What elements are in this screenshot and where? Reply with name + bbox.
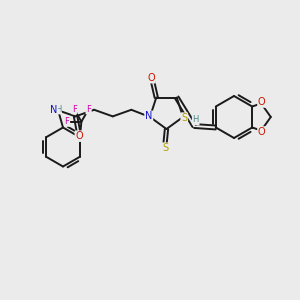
Text: S: S: [162, 143, 168, 153]
Text: F: F: [86, 105, 91, 114]
Text: H: H: [193, 116, 199, 124]
Text: O: O: [147, 73, 155, 83]
Text: F: F: [72, 105, 76, 114]
Text: N: N: [145, 111, 152, 122]
Text: N: N: [50, 105, 57, 115]
Text: O: O: [258, 97, 266, 107]
Text: S: S: [181, 113, 187, 123]
Text: H: H: [55, 105, 61, 114]
Text: O: O: [258, 127, 266, 137]
Text: F: F: [64, 117, 69, 126]
Text: O: O: [75, 131, 83, 141]
